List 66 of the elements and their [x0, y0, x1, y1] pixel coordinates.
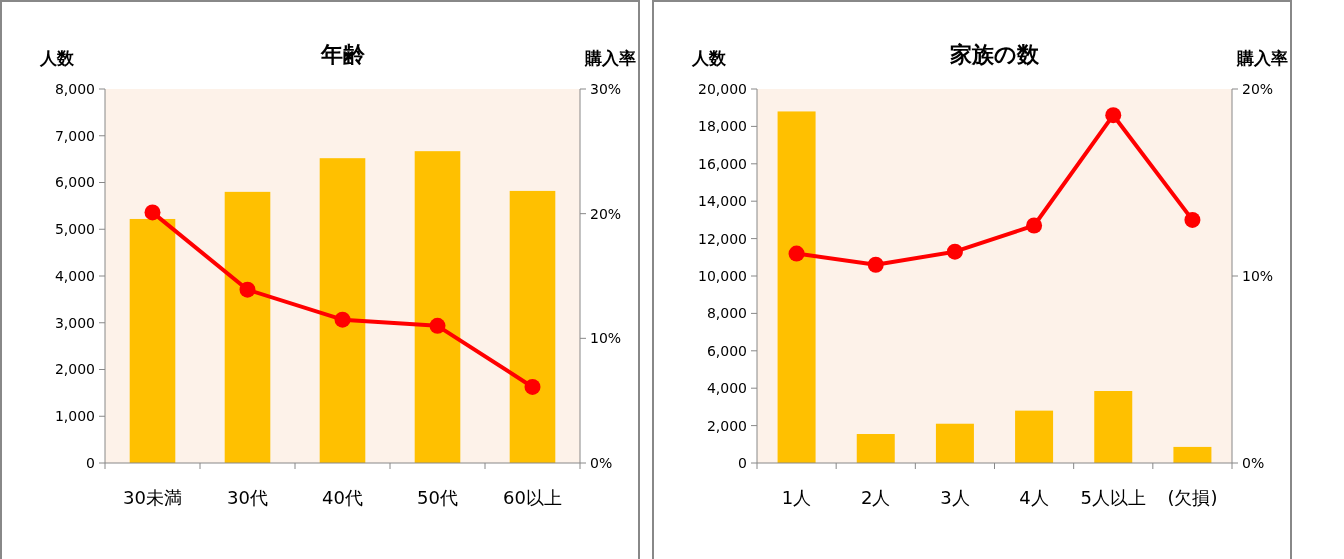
- bar: [1094, 391, 1133, 463]
- x-tick-label: 5人以上: [1080, 487, 1146, 508]
- point: [429, 317, 446, 334]
- bar: [1015, 410, 1054, 463]
- bar: [319, 158, 366, 463]
- y-tick-label: 7,000: [54, 127, 95, 144]
- bar: [414, 151, 461, 463]
- y-tick-label: 2,000: [54, 361, 95, 378]
- y2-tick-label: 30%: [590, 80, 622, 97]
- bar: [935, 423, 974, 463]
- y-tick-label: 3,000: [54, 314, 95, 331]
- chart-title: 家族の数: [949, 42, 1040, 67]
- y-tick-label: 2,000: [706, 417, 747, 434]
- bar: [856, 434, 895, 463]
- bar: [129, 218, 176, 463]
- y-tick-label: 0: [86, 454, 95, 471]
- y-tick-label: 8,000: [706, 305, 747, 322]
- x-tick-label: 30未満: [123, 487, 182, 508]
- y2-tick-label: 0%: [1242, 454, 1265, 471]
- y-axis-title: 人数: [691, 48, 727, 68]
- x-tick-label: 3人: [940, 487, 970, 508]
- y-tick-label: 12,000: [698, 230, 747, 247]
- y-tick-label: 14,000: [698, 193, 747, 210]
- y-tick-label: 16,000: [698, 155, 747, 172]
- y2-tick-label: 20%: [1242, 80, 1274, 97]
- y2-tick-label: 0%: [590, 454, 613, 471]
- y-tick-label: 1,000: [54, 408, 95, 425]
- y2-tick-label: 20%: [590, 205, 622, 222]
- y-tick-label: 0: [738, 454, 747, 471]
- y-tick-label: 4,000: [54, 267, 95, 284]
- x-tick-label: 30代: [227, 487, 268, 508]
- point: [867, 256, 884, 273]
- y2-axis-title: 購入率: [1235, 48, 1288, 68]
- point: [334, 311, 351, 328]
- bar: [509, 190, 556, 463]
- x-tick-label: 50代: [417, 487, 458, 508]
- y-tick-label: 6,000: [706, 342, 747, 359]
- x-tick-label: 60以上: [503, 487, 562, 508]
- x-tick-label: (欠損): [1167, 487, 1218, 508]
- y2-tick-label: 10%: [590, 330, 622, 347]
- x-tick-label: 2人: [861, 487, 891, 508]
- y-axis-title: 人数: [39, 48, 75, 68]
- y2-axis-title: 購入率: [583, 48, 636, 68]
- point: [788, 245, 805, 262]
- x-tick-label: 1人: [781, 487, 812, 508]
- y-tick-label: 20,000: [698, 80, 747, 97]
- bar: [224, 191, 271, 463]
- point: [1026, 217, 1043, 234]
- point: [1105, 107, 1122, 124]
- point: [1184, 211, 1201, 228]
- y-tick-label: 18,000: [698, 118, 747, 135]
- y-tick-label: 8,000: [54, 80, 95, 97]
- y-tick-label: 4,000: [706, 380, 747, 397]
- y2-tick-label: 10%: [1242, 267, 1274, 284]
- y-tick-label: 10,000: [698, 267, 747, 284]
- point: [144, 204, 161, 221]
- chart-title: 年齢: [319, 42, 366, 67]
- y-tick-label: 6,000: [54, 174, 95, 191]
- y-tick-label: 5,000: [54, 221, 95, 238]
- point: [946, 243, 963, 260]
- bar: [777, 111, 816, 463]
- x-tick-label: 4人: [1019, 487, 1049, 508]
- point: [524, 378, 541, 395]
- bar: [1173, 446, 1212, 463]
- point: [239, 281, 256, 298]
- x-tick-label: 40代: [322, 487, 363, 508]
